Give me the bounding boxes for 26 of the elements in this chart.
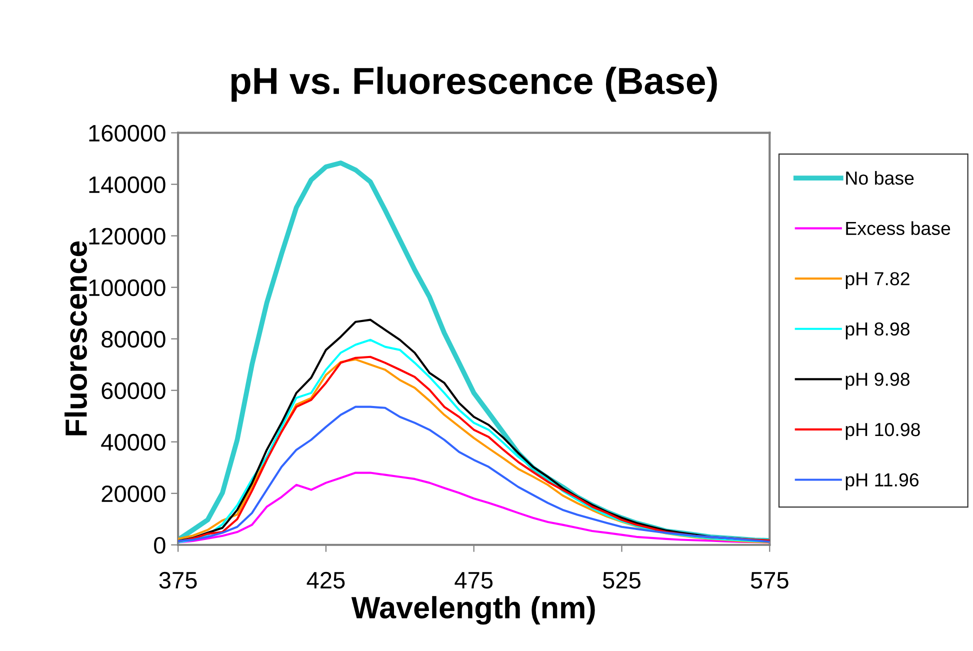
chart-title: pH vs. Fluorescence (Base) [231,66,717,102]
x-tick-label: 575 [750,572,788,589]
y-tick-label: 160000 [89,124,166,142]
x-axis-title: Wavelength (nm) [351,596,595,625]
legend-label: Excess base [846,221,950,236]
y-tick-label: 80000 [102,330,166,348]
y-tick-label: 60000 [102,382,166,400]
legend-label: pH 9.98 [846,372,910,390]
legend-label: pH 11.96 [846,473,919,490]
line-series [178,472,770,544]
y-tick-label: 100000 [89,279,166,296]
legend-label: pH 8.98 [846,322,910,340]
y-tick-label: 120000 [89,228,166,245]
legend-label: pH 7.82 [846,272,910,290]
legend-label: No base [846,170,914,185]
x-tick-label: 525 [602,572,640,589]
legend-label: pH 10.98 [846,422,920,440]
y-tick-label: 40000 [101,434,166,451]
x-tick-label: 375 [159,572,197,589]
line-series [178,406,770,543]
x-tick-label: 475 [454,572,493,589]
x-tick-label: 425 [306,572,345,589]
y-axis-title: Fluorescence [64,241,87,436]
y-tick-label: 20000 [102,485,166,502]
y-tick-label: 0 [154,536,166,554]
y-tick-label: 140000 [89,176,166,194]
